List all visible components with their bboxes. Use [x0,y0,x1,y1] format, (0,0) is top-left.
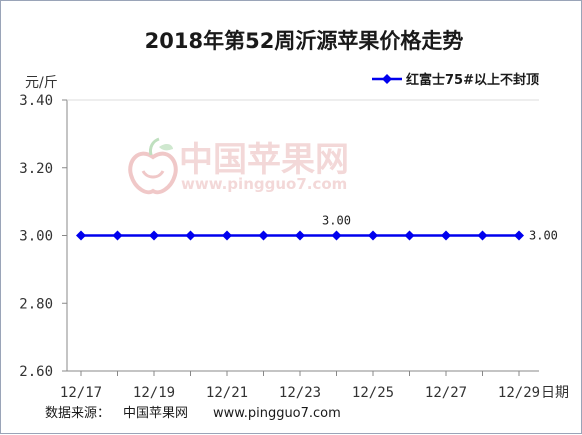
source-url: www.pingguo7.com [213,406,341,421]
source-footer: 数据来源： 中国苹果网 www.pingguo7.com [45,406,341,421]
watermark: 中国苹果网 www.pingguo7.com [128,137,349,195]
x-tick-label: 12/17 [60,385,102,401]
legend-marker [382,74,392,84]
source-label: 数据来源： [45,406,110,421]
chart-title: 2018年第52周沂源苹果价格走势 [145,29,464,53]
y-tick-label: 2.60 [19,364,53,380]
data-point-12-27 [441,230,451,241]
data-label: 3.00 [322,214,351,228]
data-point-12-18 [112,230,123,241]
data-point-12-21 [222,230,232,241]
legend: 红富士75#以上不封顶 [372,72,539,88]
data-point-12-20 [185,230,196,241]
data-point-12-22 [258,230,269,241]
y-tick-label: 3.20 [19,161,53,177]
data-point-12-23 [295,230,305,241]
y-tick-label: 3.40 [19,93,53,109]
x-tick-label: 12/29 [498,385,540,401]
watermark-name: 中国苹果网 [179,140,349,180]
data-point-12-19 [149,230,159,241]
data-label: 3.00 [529,229,558,243]
data-point-12-26 [404,230,415,241]
series-layer [76,230,524,241]
x-axis-ticks: 12/17 12/19 12/21 12/23 12/25 12/27 12/29 [60,371,540,401]
y-axis-ticks: 3.40 3.20 3.00 2.80 2.60 [19,93,67,380]
x-tick-label: 12/25 [352,385,394,401]
data-labels: 3.00 3.00 [322,214,558,243]
data-point-12-29 [514,230,524,241]
x-tick-label: 12/19 [133,385,175,401]
x-tick-label: 12/21 [206,385,248,401]
y-axis-label: 元/斤 [25,75,58,91]
data-point-12-25 [368,230,378,241]
x-tick-label: 12/23 [279,385,321,401]
x-tick-label: 12/27 [425,385,467,401]
data-point-12-24 [331,230,342,241]
y-tick-label: 2.80 [19,296,53,312]
data-point-12-17 [76,230,86,241]
legend-label: 红富士75#以上不封顶 [406,72,539,88]
data-point-12-28 [477,230,488,241]
apple-logo-icon [128,137,178,195]
source-name: 中国苹果网 [123,406,188,421]
x-axis-label: 日期 [541,385,569,401]
watermark-url: www.pingguo7.com [181,175,347,193]
y-tick-label: 3.00 [19,229,53,245]
